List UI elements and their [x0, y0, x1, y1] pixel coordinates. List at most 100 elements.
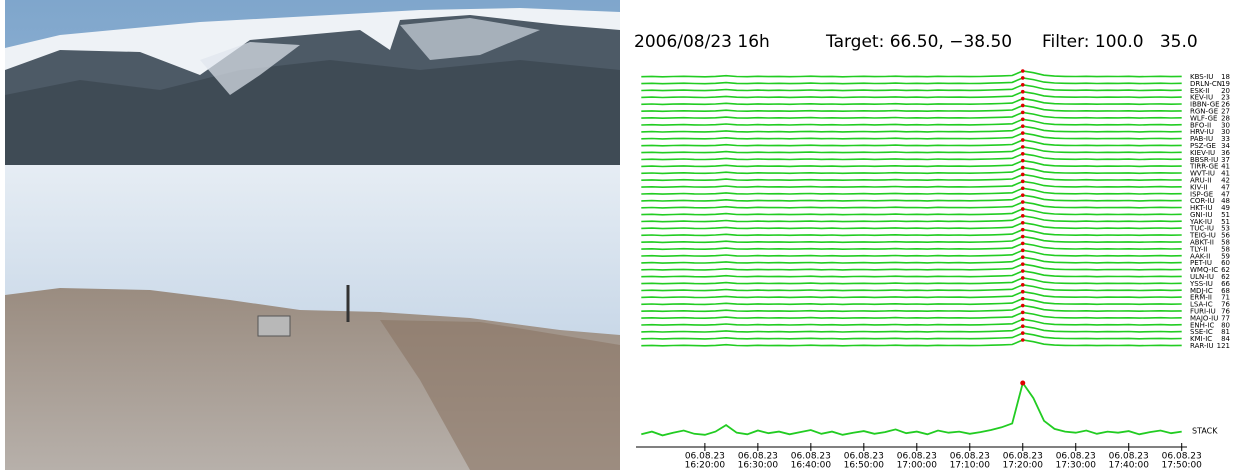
station-peak — [1020, 124, 1025, 128]
station-trace — [641, 339, 1182, 347]
station-trace — [641, 83, 1182, 92]
station-trace — [641, 263, 1182, 271]
station-peak — [1020, 220, 1025, 225]
station-name: WLF-GE — [1190, 114, 1217, 122]
station-peak — [1020, 117, 1025, 122]
station-dist: 48 — [1221, 197, 1230, 205]
station-trace — [641, 325, 1182, 333]
station-dist: 76 — [1221, 301, 1230, 309]
station-peak — [1020, 310, 1025, 315]
station-peak — [1020, 276, 1025, 280]
station-name: ARU-II — [1190, 176, 1211, 184]
station-name: KBS-IU — [1190, 73, 1213, 81]
station-trace — [641, 297, 1182, 306]
station-name: IBBN-GE — [1190, 101, 1220, 109]
station-trace — [641, 70, 1182, 78]
station-trace — [641, 173, 1182, 182]
station-name: COR-IU — [1190, 197, 1215, 205]
station-trace — [641, 180, 1182, 189]
x-tick-label: 16:50:00 — [844, 461, 885, 471]
chart: 2006/08/23 16h Target: 66.50, −38.50 Fil… — [634, 32, 1231, 471]
x-tick-label: 17:00:00 — [897, 461, 938, 471]
station-dist: 42 — [1221, 176, 1230, 184]
station-name: SSE-IC — [1190, 328, 1213, 336]
station-dist: 18 — [1221, 73, 1230, 81]
x-tick-date: 06.08.23 — [1162, 452, 1202, 462]
station-dist: 27 — [1221, 107, 1230, 115]
station-trace — [641, 290, 1182, 299]
station-trace — [641, 125, 1182, 133]
station-trace — [641, 152, 1182, 161]
station-trace — [641, 187, 1182, 195]
station-peak — [1020, 317, 1025, 322]
x-tick-date: 06.08.23 — [791, 452, 831, 462]
station-dist: 66 — [1221, 280, 1230, 288]
station-peak — [1020, 69, 1025, 73]
station-dist: 26 — [1221, 101, 1230, 109]
x-tick-date: 06.08.23 — [1109, 452, 1149, 462]
station-peak — [1020, 103, 1025, 108]
station-trace — [641, 318, 1182, 326]
station-peak — [1020, 262, 1025, 266]
station-name: KEV-IU — [1190, 94, 1213, 102]
station-name: KIV-II — [1190, 183, 1208, 191]
station-trace — [641, 277, 1182, 285]
station-peak — [1020, 172, 1025, 177]
station-trace — [641, 166, 1182, 175]
x-tick-date: 06.08.23 — [685, 452, 725, 462]
station-dist: 58 — [1221, 245, 1230, 253]
station-peak — [1020, 331, 1025, 335]
x-tick-label: 16:30:00 — [738, 461, 779, 471]
station-name: ERM-II — [1190, 294, 1212, 302]
station-trace — [641, 214, 1182, 223]
x-tick-date: 06.08.23 — [1056, 452, 1096, 462]
station-name: KIEV-IU — [1190, 149, 1215, 157]
station-peak — [1020, 138, 1025, 142]
station-peak — [1020, 269, 1025, 273]
station-dist: 36 — [1221, 149, 1230, 157]
station-name: ISP-GE — [1190, 190, 1213, 198]
station-name: ENH-IC — [1190, 321, 1215, 329]
station-dist: 51 — [1221, 218, 1230, 226]
station-trace — [641, 283, 1182, 292]
x-tick-date: 06.08.23 — [1003, 452, 1043, 462]
station-name: HKT-IU — [1190, 204, 1213, 212]
station-trace — [641, 270, 1182, 278]
x-tick-date: 06.08.23 — [738, 452, 778, 462]
station-name: MAJO-IU — [1190, 314, 1218, 322]
station-dist: 37 — [1221, 156, 1230, 164]
title-date: 2006/08/23 16h — [634, 32, 770, 52]
station-dist: 23 — [1221, 94, 1230, 102]
station-peak — [1020, 193, 1025, 197]
station-name: BFO-II — [1190, 121, 1211, 129]
station-name: GNI-IU — [1190, 211, 1212, 219]
station-dist: 121 — [1217, 342, 1230, 350]
station-dist: 62 — [1221, 266, 1230, 274]
station-dist: 56 — [1221, 232, 1230, 240]
station-dist: 51 — [1221, 211, 1230, 219]
station-peak — [1020, 200, 1025, 204]
title-target: Target: 66.50, −38.50 — [825, 32, 1012, 52]
station-dist: 53 — [1221, 225, 1230, 233]
station-peak — [1020, 145, 1025, 149]
station-dist: 58 — [1221, 239, 1230, 247]
station-trace — [641, 118, 1182, 126]
station-name: RAR-IU — [1190, 342, 1214, 350]
station-peak — [1020, 165, 1025, 170]
station-peak — [1020, 214, 1025, 218]
station-trace — [641, 139, 1182, 147]
station-trace — [641, 77, 1182, 85]
station-name: PAB-IU — [1190, 135, 1213, 143]
station-dist: 76 — [1221, 308, 1230, 316]
station-trace — [641, 201, 1182, 209]
station-name: AAK-II — [1190, 252, 1210, 260]
x-tick-date: 06.08.23 — [844, 452, 884, 462]
stack-trace — [641, 380, 1182, 437]
station-name: TLY-II — [1189, 245, 1207, 253]
station-name: YAK-IU — [1189, 218, 1212, 226]
station-dist: 41 — [1221, 170, 1230, 178]
station-dist: 41 — [1221, 163, 1230, 171]
x-tick-date: 06.08.23 — [950, 452, 990, 462]
station-peak — [1020, 241, 1025, 246]
station-peak — [1020, 207, 1025, 211]
